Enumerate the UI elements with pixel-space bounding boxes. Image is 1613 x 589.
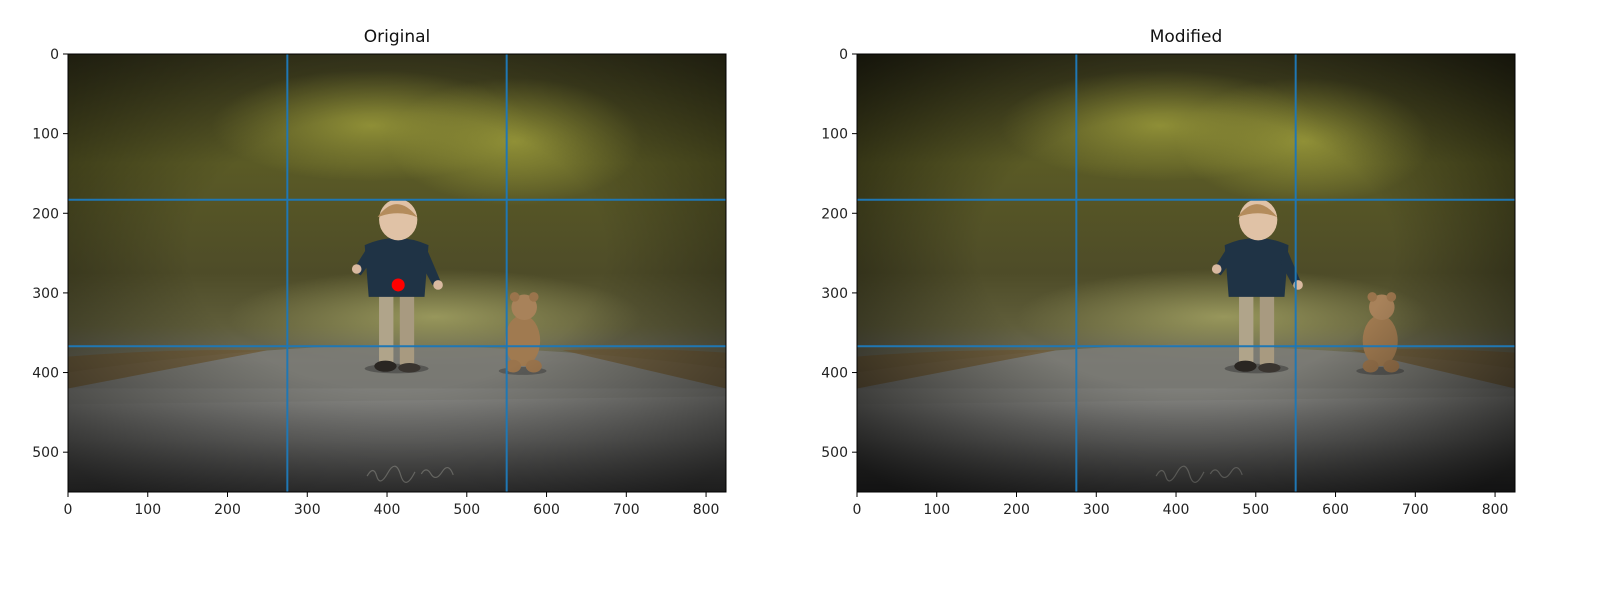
x-tick-label: 300 xyxy=(1083,502,1110,518)
y-tick-label: 0 xyxy=(839,47,848,63)
panel-title: Modified xyxy=(1150,27,1223,47)
vignette xyxy=(857,54,1515,492)
y-tick-label: 100 xyxy=(32,127,59,143)
panel-2: 0 100 200 300 400 500 600 700 800 0 100 200 300 400 50… xyxy=(821,27,1516,518)
y-tick-label: 0 xyxy=(50,47,59,63)
x-tick-label: 0 xyxy=(64,502,73,518)
x-tick-label: 200 xyxy=(1003,502,1030,518)
y-tick-label: 500 xyxy=(821,445,848,461)
x-tick-label: 800 xyxy=(693,502,720,518)
axes-frame xyxy=(67,53,727,493)
y-tick-label: 100 xyxy=(821,127,848,143)
x-tick-label: 0 xyxy=(853,502,862,518)
x-tick-label: 300 xyxy=(294,502,321,518)
x-tick-label: 100 xyxy=(134,502,161,518)
x-tick-label: 400 xyxy=(374,502,401,518)
x-tick-label: 800 xyxy=(1482,502,1509,518)
y-tick-label: 200 xyxy=(821,206,848,222)
x-tick-label: 600 xyxy=(533,502,560,518)
marker-point xyxy=(391,278,405,292)
x-tick-label: 700 xyxy=(613,502,640,518)
x-tick-label: 100 xyxy=(923,502,950,518)
x-tick-label: 500 xyxy=(453,502,480,518)
photo-2 xyxy=(857,54,1515,492)
x-tick-label: 500 xyxy=(1242,502,1269,518)
x-tick-label: 200 xyxy=(214,502,241,518)
y-tick-label: 400 xyxy=(821,366,848,382)
photo-1 xyxy=(68,54,726,492)
panel-1: 0 100 200 300 400 500 600 700 800 0 100 200 300 400 50… xyxy=(32,27,727,518)
vignette xyxy=(68,54,726,492)
y-tick-label: 500 xyxy=(32,445,59,461)
panel-title: Original xyxy=(364,27,431,47)
y-tick-label: 200 xyxy=(32,206,59,222)
y-tick-label: 400 xyxy=(32,366,59,382)
x-tick-label: 700 xyxy=(1402,502,1429,518)
y-tick-label: 300 xyxy=(32,286,59,302)
axes-frame xyxy=(856,53,1516,493)
x-tick-label: 600 xyxy=(1322,502,1349,518)
x-tick-label: 400 xyxy=(1163,502,1190,518)
y-tick-label: 300 xyxy=(821,286,848,302)
